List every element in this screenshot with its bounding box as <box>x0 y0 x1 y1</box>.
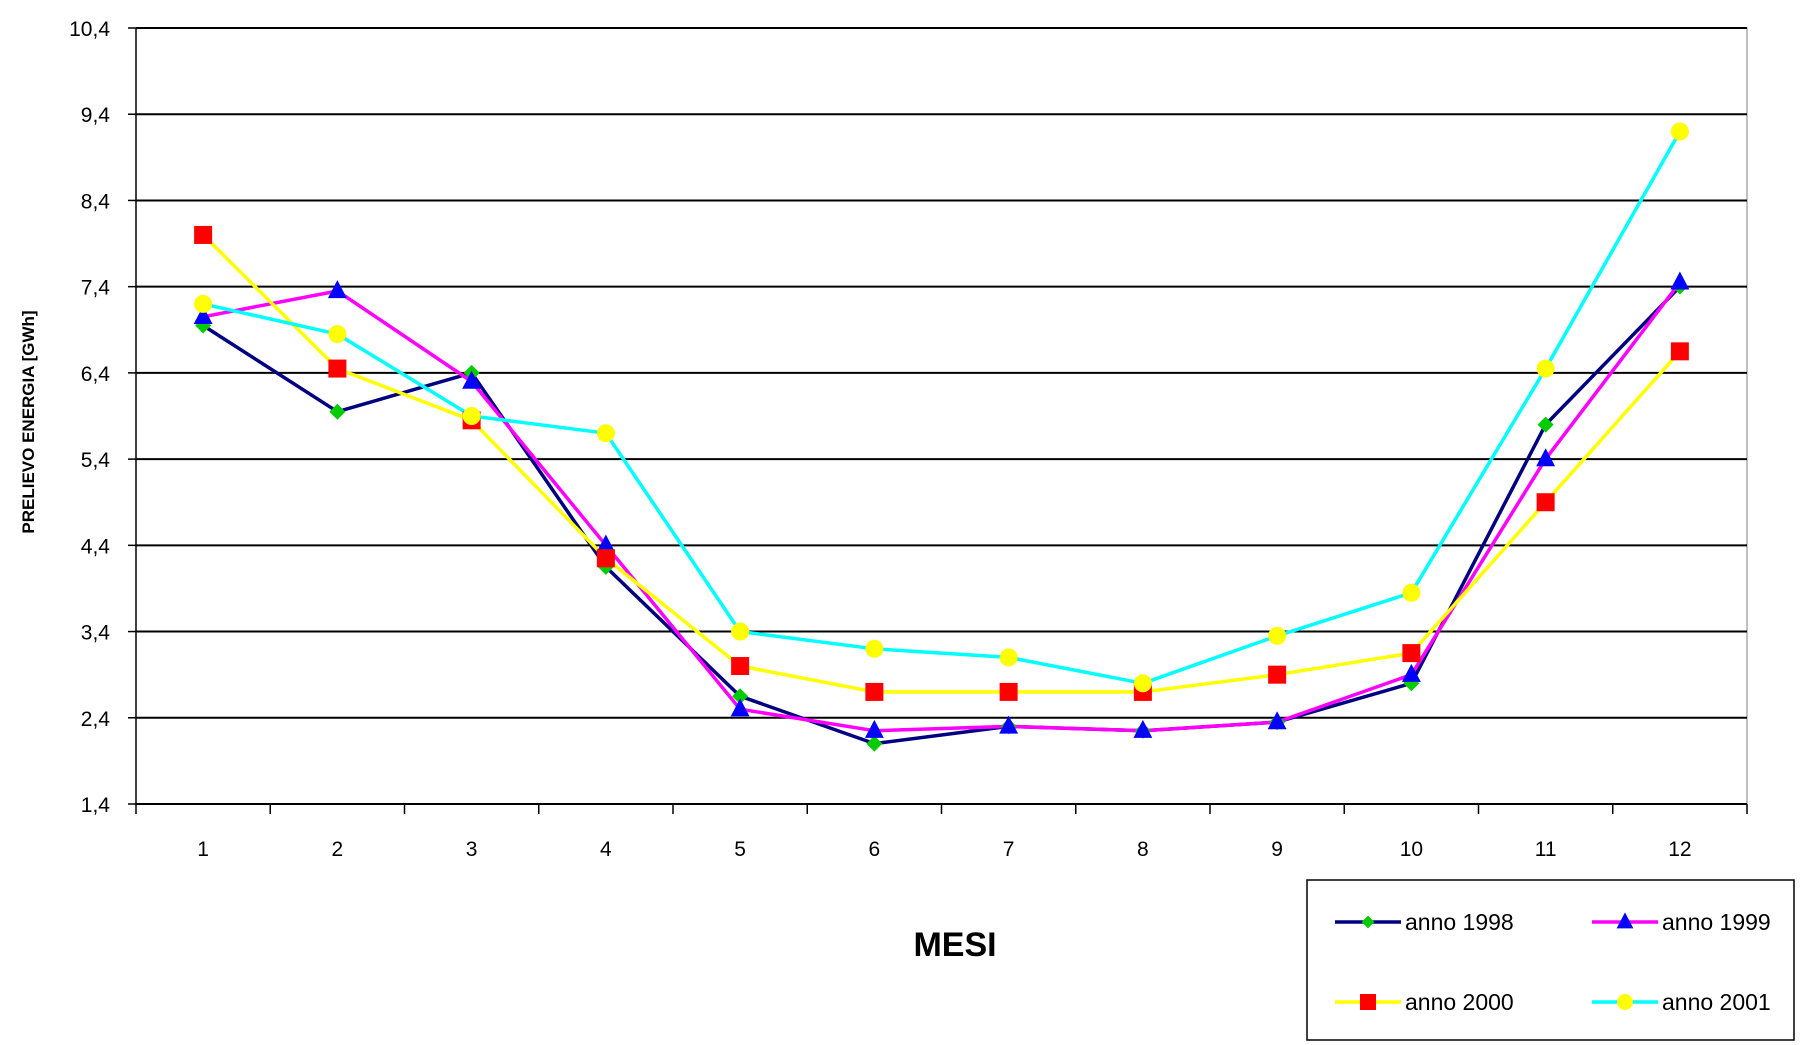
data-point <box>1268 665 1287 684</box>
x-tick-label: 8 <box>1137 838 1149 861</box>
series-line <box>201 233 1682 694</box>
x-tick-label: 3 <box>466 838 478 861</box>
data-point <box>999 715 1019 734</box>
data-point <box>1616 912 1634 929</box>
data-point <box>1133 719 1153 738</box>
y-tick-label: 8,4 <box>81 190 111 213</box>
series-line <box>202 281 1682 733</box>
grid-lines <box>135 27 1748 805</box>
data-point <box>1670 271 1690 290</box>
data-point <box>1402 644 1421 663</box>
data-point <box>596 549 615 568</box>
data-point <box>462 407 481 425</box>
legend-label: anno 1999 <box>1662 909 1771 935</box>
data-point <box>864 719 884 738</box>
data-point <box>328 325 347 344</box>
data-point <box>1670 342 1689 361</box>
data-point <box>327 280 347 299</box>
series-markers <box>193 271 1690 738</box>
data-point <box>1267 711 1287 730</box>
data-point <box>1268 626 1287 645</box>
data-point <box>866 735 883 752</box>
series-anno-1999 <box>202 281 1682 733</box>
data-point <box>328 359 347 378</box>
data-point <box>1670 122 1689 141</box>
legend-label: anno 2000 <box>1405 989 1514 1015</box>
series-markers <box>194 122 1689 693</box>
series-anno-2000 <box>201 233 1682 694</box>
series-markers <box>194 225 1689 701</box>
legend-label: anno 1998 <box>1405 909 1514 935</box>
data-point <box>1402 583 1421 602</box>
y-tick-label: 1,4 <box>81 794 111 817</box>
y-tick-label: 2,4 <box>81 708 111 731</box>
data-point <box>1133 674 1152 693</box>
data-point <box>1537 416 1554 433</box>
legend: anno 1998 anno 1999 anno 2000 anno 2001 <box>1306 879 1795 1041</box>
x-tick-labels: 1 2 3 4 5 6 7 8 9 10 11 12 <box>197 838 1691 861</box>
y-tick-label: 9,4 <box>81 104 111 127</box>
data-point <box>596 424 615 443</box>
x-tick-label: 4 <box>600 838 612 861</box>
data-point <box>999 648 1018 667</box>
data-point <box>329 403 346 420</box>
y-tick-label: 10,4 <box>69 18 110 41</box>
x-tick-label: 6 <box>869 838 881 861</box>
legend-item: anno 1998 <box>1335 909 1514 935</box>
data-point <box>193 306 213 325</box>
legend-item: anno 2001 <box>1592 989 1771 1015</box>
data-point <box>732 688 749 705</box>
x-tick-label: 5 <box>734 838 746 861</box>
y-tick-label: 3,4 <box>81 622 111 645</box>
data-point <box>1401 663 1421 682</box>
x-tick-label: 10 <box>1400 838 1423 861</box>
y-tick-label: 6,4 <box>81 363 111 386</box>
x-tick-label: 9 <box>1271 838 1283 861</box>
x-tick-label: 7 <box>1003 838 1015 861</box>
data-point <box>1536 493 1555 512</box>
data-point <box>462 370 482 389</box>
data-point <box>999 682 1018 701</box>
data-point <box>730 698 750 717</box>
y-axis-label: PRELIEVO ENERGIA [GWh] <box>19 310 38 533</box>
plot-area <box>135 27 1748 805</box>
data-point <box>194 225 213 244</box>
data-point <box>731 622 750 641</box>
legend-item: anno 1999 <box>1592 909 1771 935</box>
data-point <box>1536 359 1555 378</box>
data-point <box>865 682 884 701</box>
x-tick-label: 12 <box>1668 838 1691 861</box>
y-tick-labels: 1,4 2,4 3,4 4,4 5,4 6,4 7,4 8,4 9,4 10,4 <box>69 18 110 817</box>
data-point <box>1361 915 1375 929</box>
data-point <box>1360 994 1376 1010</box>
data-point <box>194 294 213 313</box>
y-tick-label: 5,4 <box>81 449 111 472</box>
series-group <box>193 122 1690 752</box>
axes <box>128 27 1748 814</box>
data-point <box>1617 994 1633 1010</box>
legend-label: anno 2001 <box>1662 989 1771 1015</box>
y-tick-label: 4,4 <box>81 535 111 558</box>
legend-item: anno 2000 <box>1335 989 1514 1015</box>
data-point <box>596 534 616 553</box>
data-point <box>731 657 750 676</box>
data-point <box>1536 448 1556 467</box>
series-anno-2001 <box>202 130 1682 686</box>
x-tick-label: 2 <box>332 838 344 861</box>
x-axis-label: MESI <box>913 926 996 964</box>
y-tick-label: 7,4 <box>81 277 111 300</box>
x-tick-label: 11 <box>1535 838 1557 861</box>
data-point <box>865 639 884 658</box>
x-tick-label: 1 <box>197 838 209 861</box>
legend-box <box>1306 879 1795 1041</box>
series-line <box>202 130 1682 686</box>
